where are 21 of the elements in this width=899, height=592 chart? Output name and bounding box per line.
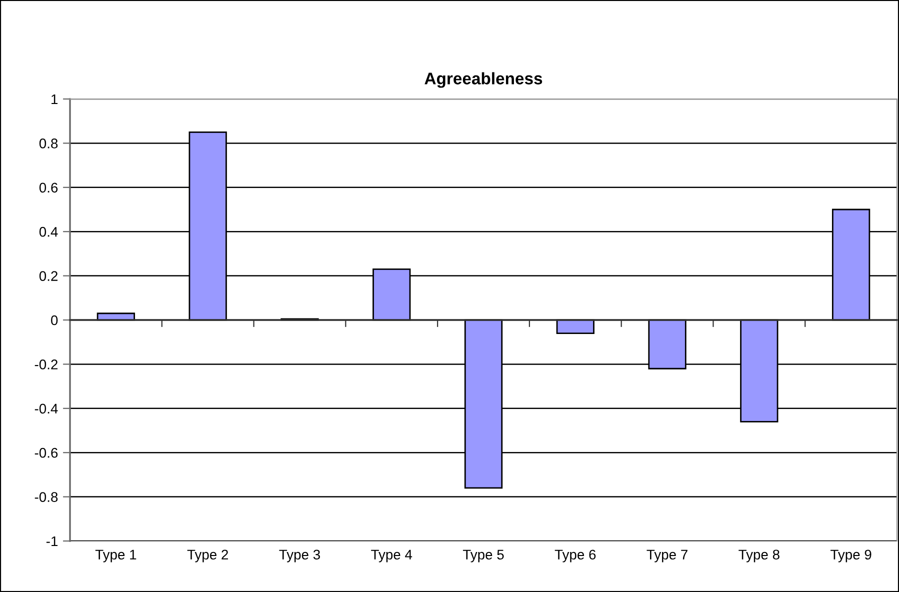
y-tick-label: -0.2 [34,360,58,370]
x-tick-label: Type 7 [646,550,688,562]
x-tick-label: Type 9 [830,550,872,562]
chart-title: Agreeableness [424,72,542,88]
y-tick-label: -0.8 [34,492,58,502]
y-tick-label: 0.2 [39,271,58,281]
x-tick-label: Type 5 [462,550,504,562]
y-tick-label: -0.4 [34,404,58,414]
y-tick-label: 0 [51,315,58,326]
x-tick-label: Type 4 [371,550,412,562]
y-tick-label: 1 [52,94,58,104]
x-tick-label: Type 1 [95,550,136,562]
x-tick-label: Type 8 [738,550,780,562]
x-tick-label: Type 3 [279,550,320,562]
y-tick-label: -1 [46,536,58,546]
y-tick-label: 0.6 [39,182,58,193]
x-tick-label: Type 2 [187,550,228,562]
y-tick-label: 0.4 [39,226,58,237]
y-tick-label: 0.8 [39,138,58,148]
x-tick-label: Type 6 [554,550,596,562]
y-tick-label: -0.6 [34,448,58,458]
